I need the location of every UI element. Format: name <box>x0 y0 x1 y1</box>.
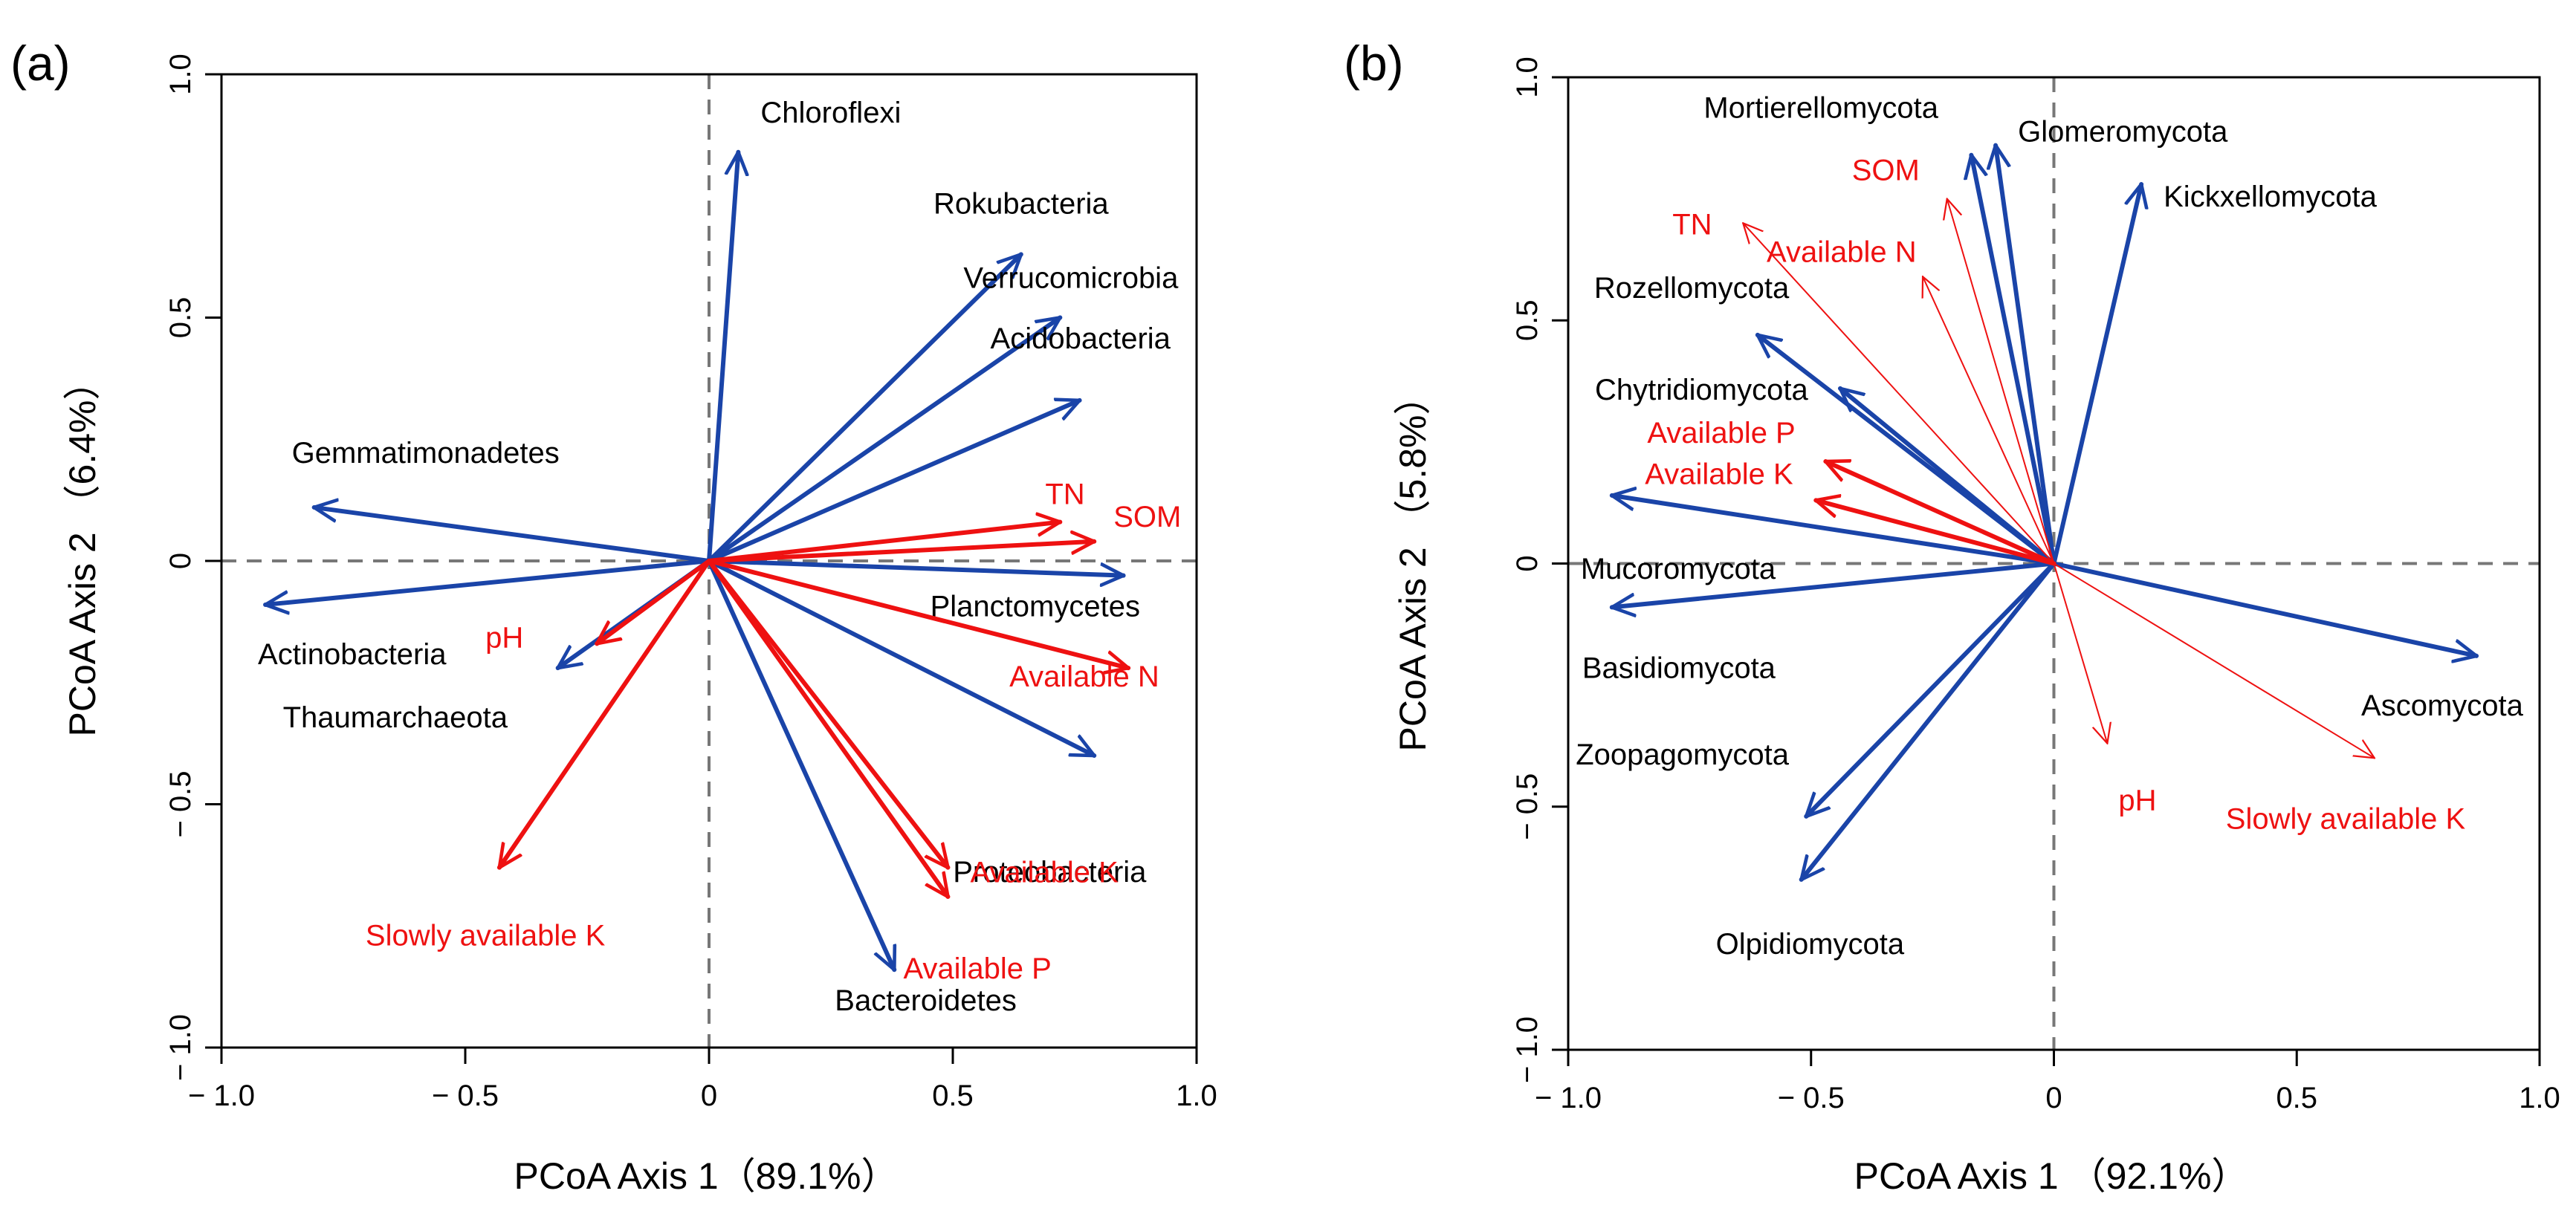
panel-b-x-axis-label: PCoA Axis 1 （92.1%） <box>1854 1155 2249 1197</box>
panel-b-arrow-ascomycota <box>2051 561 2477 656</box>
panel-b-label-ascomycota: Ascomycota <box>2361 689 2524 722</box>
panel-b-arrow-kickxellomycota <box>2051 184 2142 566</box>
panel-b-arrow-basidiomycota <box>1612 561 2056 608</box>
panel-a-plot-area: − 1.0 − 0.5 0 0.5 1.0 − 1.0 − 0.5 0 0.5 1.0 Chloro… <box>164 53 1217 1112</box>
panel-a-label-available-p: Available P <box>903 952 1051 985</box>
panel-a-label-ph: pH <box>485 621 523 654</box>
panel-a-label-acidobacteria: Acidobacteria <box>991 322 1171 355</box>
panel-a-arrow-verrucomicrobia <box>707 318 1060 563</box>
panel-b-label: (b) <box>1344 36 1404 91</box>
panel-a-label-tn: TN <box>1045 478 1084 511</box>
panel-a-arrow-bacteroidetes <box>707 559 897 970</box>
panel-a-label-som: SOM <box>1113 501 1181 533</box>
panel-b-label-basidiomycota: Basidiomycota <box>1582 652 1776 684</box>
panel-b-label-kickxellomycota: Kickxellomycota <box>2164 181 2378 213</box>
panel-b-y-tick-label: 1.0 <box>1511 56 1544 98</box>
panel-a-arrow-available-p <box>707 559 948 897</box>
panel-b-label-ph: pH <box>2118 785 2156 817</box>
panel-b-y-tick-label: 0 <box>1511 555 1544 571</box>
panel-b-label-som: SOM <box>1852 155 1920 187</box>
panel-b-label-mortierellomycota: Mortierellomycota <box>1703 92 1938 125</box>
panel-b-y-tick-label: − 1.0 <box>1511 1016 1544 1083</box>
panel-a-label-available-k: Available K <box>970 857 1119 889</box>
panel-b-x-tick-label: 0 <box>2045 1082 2062 1114</box>
panel-b-x-tick-label: − 1.0 <box>1535 1082 1602 1114</box>
panel-a-arrow-rokubacteria <box>707 254 1021 563</box>
panel-a-arrow-proteobacteria <box>707 559 1094 758</box>
panel-a-label-available-n: Available N <box>1009 660 1159 693</box>
panel-a-y-tick-label: 0 <box>164 553 197 569</box>
panel-b-x-tick-label: − 0.5 <box>1778 1082 1845 1114</box>
panel-a-arrow-slowly-available-k <box>499 559 711 868</box>
panel-a-label-thaumarchaeota: Thaumarchaeota <box>283 701 508 734</box>
panel-a-label: (a) <box>10 36 71 91</box>
panel-b-plot-area: − 1.0 − 0.5 0 0.5 1.0 − 1.0 − 0.5 0 0.5 1.0 Mortie… <box>1511 56 2560 1114</box>
panel-a-y-tick-label: 1.0 <box>164 53 197 95</box>
panel-b-label-tn: TN <box>1672 208 1712 241</box>
panel-a-y-tick-label: 0.5 <box>164 297 197 339</box>
panel-b-arrow-available-k <box>1816 500 2056 566</box>
panel-a-label-bacteroidetes: Bacteroidetes <box>835 984 1017 1017</box>
panel-b-arrow-tn <box>1743 223 2055 565</box>
panel-b-label-glomeromycota: Glomeromycota <box>2018 116 2228 149</box>
panel-a: (a) − 1.0 − 0.5 0 0.5 1.0 − 1.0 − 0.5 0 0.5 1.0 Ch… <box>10 36 1217 1197</box>
panel-b-label-mucoromycota: Mucoromycota <box>1581 553 1776 585</box>
panel-a-arrow-acidobacteria <box>707 400 1080 563</box>
panel-b-arrow-slowly-available-k <box>2053 562 2375 759</box>
panel-a-arrow-som <box>707 542 1097 563</box>
panel-b-y-tick-label: − 0.5 <box>1511 773 1544 840</box>
panel-a-x-tick-label: − 1.0 <box>188 1079 255 1112</box>
panel-a-arrow-gemmatimonadetes <box>314 507 711 563</box>
panel-a-x-tick-label: − 0.5 <box>432 1079 499 1112</box>
panel-b: (b) − 1.0 − 0.5 0 0.5 1.0 − 1.0 − 0.5 0 0.5 1.0 Mo… <box>1344 36 2560 1197</box>
panel-b-label-zoopagomycota: Zoopagomycota <box>1576 738 1790 771</box>
panel-b-label-available-k: Available K <box>1645 458 1793 490</box>
panel-a-arrow-actinobacteria <box>265 559 711 605</box>
panel-a-label-gemmatimonadetes: Gemmatimonadetes <box>292 437 560 470</box>
panel-a-label-actinobacteria: Actinobacteria <box>258 638 447 671</box>
panel-b-arrow-glomeromycota <box>1996 146 2056 566</box>
panel-b-y-tick-label: 0.5 <box>1511 299 1544 341</box>
panel-b-label-chytridiomycota: Chytridiomycota <box>1595 374 1809 406</box>
panel-b-arrow-mucoromycota <box>1612 496 2056 566</box>
panel-b-arrow-mortierellomycota <box>1971 155 2056 566</box>
panel-a-y-axis-label: PCoA Axis 2 （6.4%） <box>62 363 103 736</box>
panel-a-x-tick-label: 0.5 <box>932 1079 974 1112</box>
panel-b-label-available-p: Available P <box>1647 417 1795 449</box>
panel-b-x-tick-label: 0.5 <box>2276 1082 2317 1114</box>
panel-b-label-rozellomycota: Rozellomycota <box>1594 272 1790 305</box>
panel-a-arrow-chloroflexi <box>707 149 738 563</box>
panel-a-label-rokubacteria: Rokubacteria <box>933 187 1109 220</box>
panel-a-arrow-tn <box>707 522 1060 563</box>
panel-b-label-olpidiomycota: Olpidiomycota <box>1716 928 1905 961</box>
panel-a-label-proteobacteria: Proteobacteria <box>953 856 1147 889</box>
panel-b-y-axis-label: PCoA Axis 2 （5.8%） <box>1392 377 1434 751</box>
panel-a-label-slowly-available-k: Slowly available K <box>366 920 606 952</box>
panel-b-arrow-available-n <box>1923 276 2055 565</box>
panel-a-label-verrucomicrobia: Verrucomicrobia <box>963 262 1179 295</box>
panel-a-x-tick-label: 1.0 <box>1176 1079 1217 1112</box>
panel-a-x-tick-label: 0 <box>701 1079 717 1112</box>
panel-a-label-planctomycetes: Planctomycetes <box>931 591 1140 623</box>
panel-a-arrow-ph <box>597 559 711 643</box>
panel-a-y-tick-label: − 0.5 <box>164 770 197 837</box>
panel-b-x-tick-label: 1.0 <box>2519 1082 2560 1114</box>
panel-a-arrow-planctomycetes <box>707 559 1126 576</box>
panel-a-arrow-available-n <box>707 559 1128 668</box>
panel-b-arrow-som <box>1947 199 2055 565</box>
panel-a-y-tick-label: − 1.0 <box>164 1014 197 1081</box>
panel-a-arrow-available-k <box>707 559 948 868</box>
panel-b-arrow-ph <box>2053 562 2108 744</box>
panel-b-arrow-zoopagomycota <box>1806 561 2056 816</box>
panel-b-arrow-available-p <box>1825 461 2056 566</box>
panel-b-label-slowly-available-k: Slowly available K <box>2226 802 2466 835</box>
panel-b-label-available-n: Available N <box>1767 236 1917 268</box>
panel-b-arrow-olpidiomycota <box>1802 561 2056 880</box>
panel-a-label-chloroflexi: Chloroflexi <box>760 97 901 129</box>
panel-a-x-axis-label: PCoA Axis 1（89.1%） <box>514 1155 899 1197</box>
panel-b-arrow-chytridiomycota <box>1840 389 2056 566</box>
